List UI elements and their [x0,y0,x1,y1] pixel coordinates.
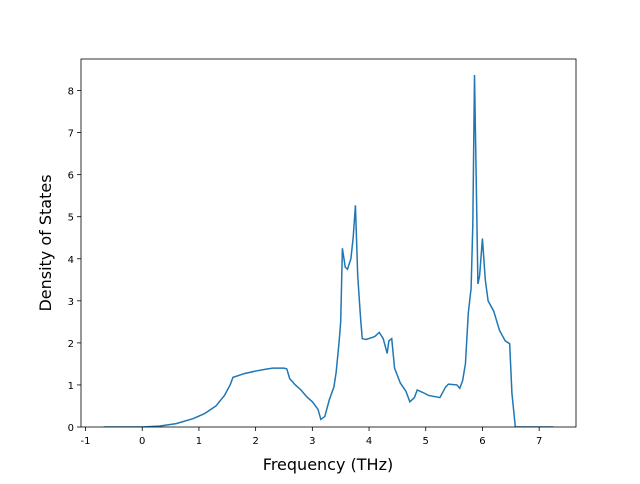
x-tick-label: 1 [196,436,202,447]
y-tick-label: 7 [68,129,74,140]
y-tick-label: 1 [68,381,74,392]
x-tick-label: 7 [536,436,542,447]
plot-frame [80,58,577,428]
y-tick-label: 6 [68,171,74,182]
x-tick-label: 4 [366,436,372,447]
y-tick-label: 5 [68,213,74,224]
y-tick-label: 8 [68,87,74,98]
x-tick-label: -1 [81,436,91,447]
x-tick-label: 2 [252,436,258,447]
y-axis-label: Density of States [36,174,55,311]
y-tick-label: 2 [68,339,74,350]
x-tick-label: 5 [423,436,429,447]
y-tick-label: 3 [68,297,74,308]
x-tick-label: 6 [479,436,485,447]
line-series [103,74,554,427]
y-tick-label: 4 [68,255,74,266]
x-tick-label: 3 [309,436,315,447]
y-tick-label: 0 [68,423,74,434]
x-axis-label: Frequency (THz) [263,455,393,474]
x-tick-label: 0 [139,436,145,447]
